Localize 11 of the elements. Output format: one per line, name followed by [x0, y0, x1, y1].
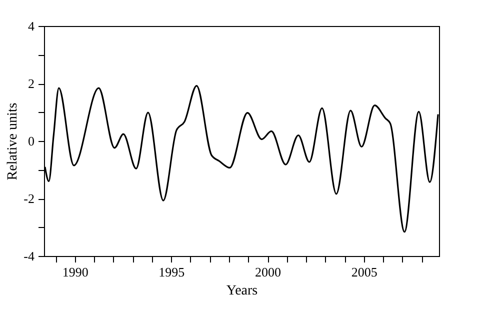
- x-tick-label: 1995: [158, 264, 185, 280]
- y-axis-title: Relative units: [6, 102, 21, 180]
- y-tick-label: 2: [28, 76, 34, 91]
- x-axis-title: Years: [226, 284, 258, 298]
- y-tick-label: 0: [28, 134, 34, 148]
- x-tick-label: 1990: [62, 264, 88, 280]
- x-tick-label: 2005: [351, 264, 378, 280]
- y-tick-label: -2: [24, 191, 34, 206]
- y-tick-label: 4: [28, 18, 35, 34]
- y-tick-label: -4: [24, 248, 35, 264]
- x-tick-label: 2000: [255, 264, 282, 280]
